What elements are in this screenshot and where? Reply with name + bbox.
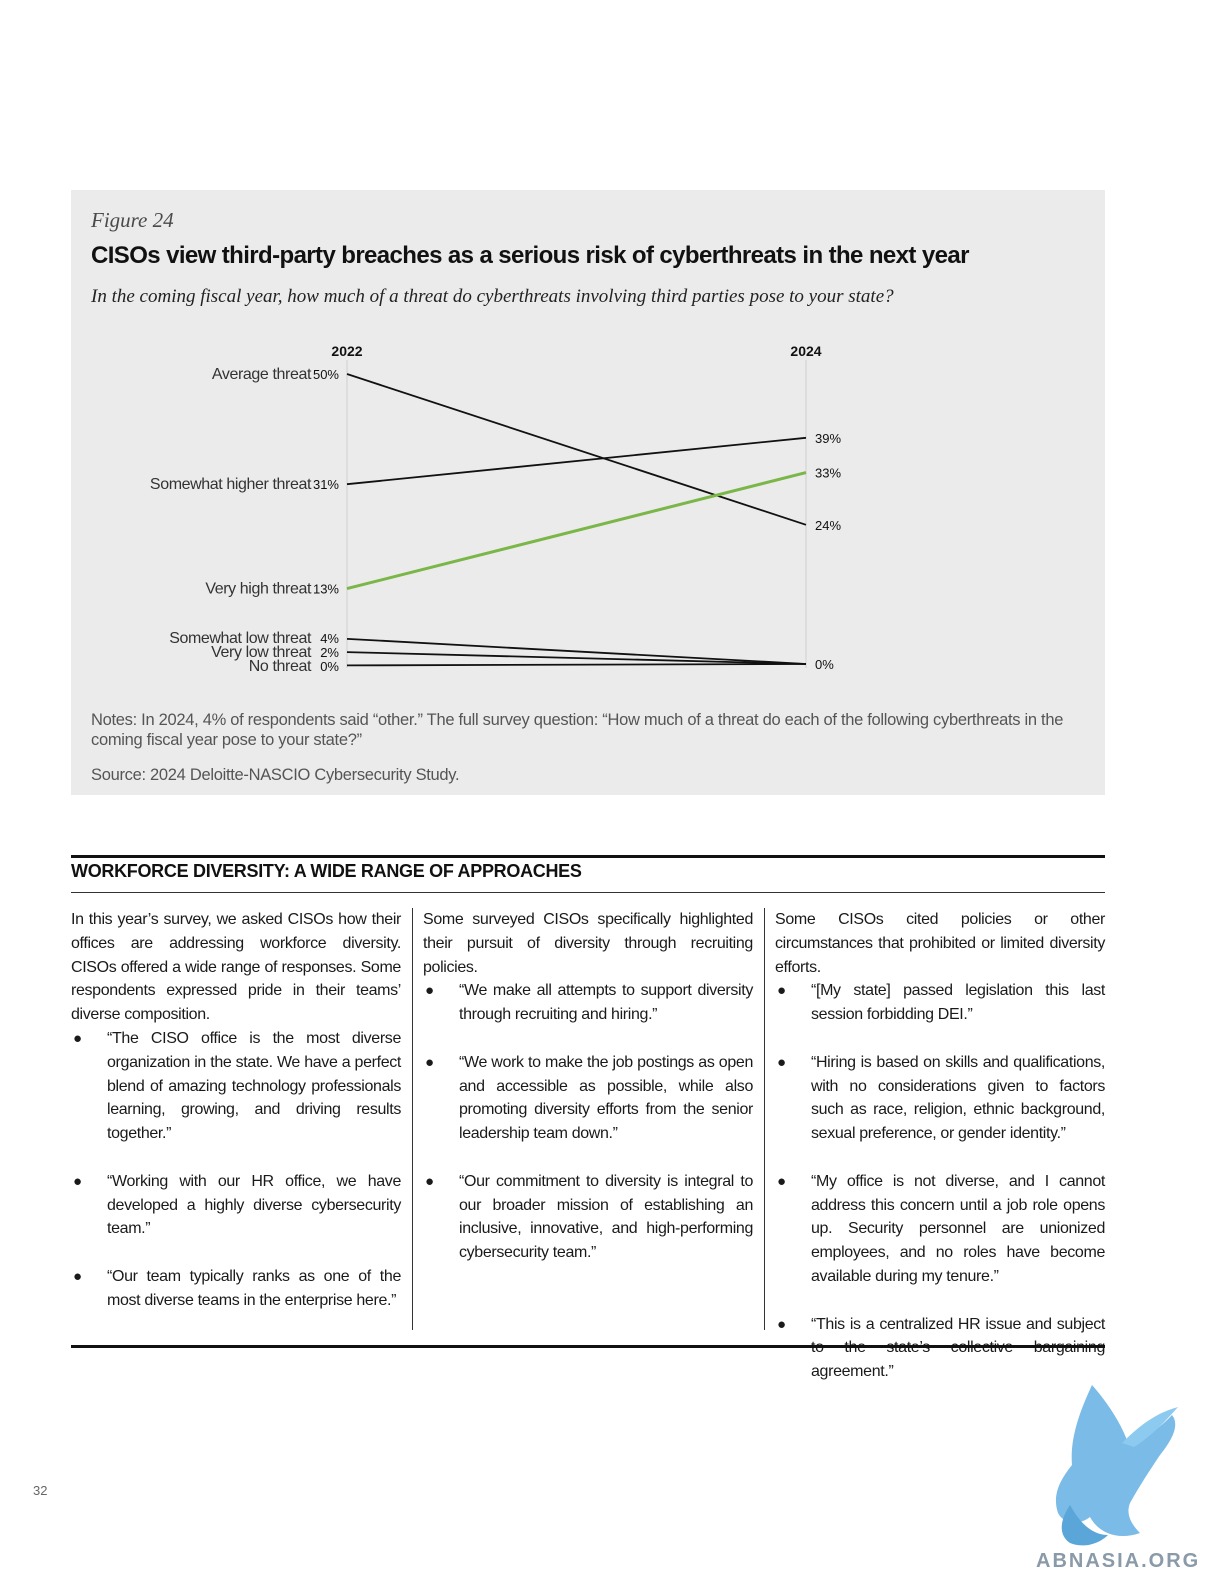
bullet-icon: ● <box>73 1267 82 1285</box>
column-intro: In this year’s survey, we asked CISOs ho… <box>71 911 401 1024</box>
value-label-2022: 2% <box>320 645 339 660</box>
quote-text: “The CISO office is the most diverse org… <box>107 1029 401 1143</box>
series-line-1 <box>346 436 807 486</box>
bullet-icon: ● <box>425 1053 434 1071</box>
bullet-icon: ● <box>425 982 434 1000</box>
bullet-icon: ● <box>777 982 786 1000</box>
figure-question: In the coming fiscal year, how much of a… <box>91 286 894 307</box>
quote-text: “We work to make the job postings as ope… <box>459 1053 753 1143</box>
figure-panel: 2022 2024 Average threat 50% 24% Somewhat hig… <box>71 190 1105 795</box>
series-name-label: Very high threat <box>205 581 312 598</box>
value-label-2022: 0% <box>320 659 339 674</box>
series-line-3 <box>346 637 807 665</box>
series-line-2 <box>346 471 807 591</box>
quote-item: ● “We make all attempts to support divers… <box>423 979 753 1027</box>
year-label-2022: 2022 <box>331 343 362 359</box>
section-top-rule <box>71 855 1105 858</box>
figure-notes: Notes: In 2024, 4% of respondents said “… <box>91 711 1064 749</box>
value-label-2024: 24% <box>815 518 841 533</box>
quote-item: ● “My office is not diverse, and I cannot… <box>775 1170 1105 1289</box>
quote-item: ● “Working with our HR office, we have de… <box>71 1170 401 1241</box>
value-label-2024: 33% <box>815 466 841 481</box>
bullet-icon: ● <box>73 1029 82 1047</box>
quote-text: “Our team typically ranks as one of the … <box>107 1267 401 1309</box>
value-label-2024: 0% <box>815 657 834 672</box>
figure-source: Source: 2024 Deloitte-NASCIO Cybersecuri… <box>91 766 460 784</box>
column-divider <box>412 908 413 1330</box>
quote-text: “My office is not diverse, and I cannot … <box>811 1172 1105 1285</box>
bullet-icon: ● <box>777 1053 786 1071</box>
griffin-logo-icon: ABNASIA.ORG <box>1036 1385 1200 1572</box>
value-label-2022: 31% <box>313 477 339 492</box>
quote-list: ● “We make all attempts to support divers… <box>423 979 753 1265</box>
figure-title: CISOs view third-party breaches as a ser… <box>91 242 969 269</box>
quote-item: ● “This is a centralized HR issue and sub… <box>775 1313 1105 1384</box>
series-name-label: Very low threat <box>211 644 312 661</box>
quote-item: ● “We work to make the job postings as op… <box>423 1051 753 1146</box>
bullet-icon: ● <box>777 1315 786 1333</box>
quote-item: ● “Our commitment to diversity is integra… <box>423 1170 753 1265</box>
quote-item: ● “Hiring is based on skills and qualific… <box>775 1051 1105 1146</box>
quote-text: “We make all attempts to support diversi… <box>459 982 753 1024</box>
quote-text: “Our commitment to diversity is integral… <box>459 1172 753 1262</box>
quote-item: ● “[My state] passed legislation this las… <box>775 979 1105 1027</box>
quote-text: “This is a centralized HR issue and subj… <box>811 1315 1105 1381</box>
quote-text: “[My state] passed legislation this last… <box>811 982 1105 1024</box>
page-number: 32 <box>33 1483 48 1498</box>
value-label-2022: 50% <box>313 367 339 382</box>
column-2: Some surveyed CISOs specifically highlig… <box>423 908 753 1289</box>
series-name-label: No threat <box>249 658 312 675</box>
series-line-4 <box>346 651 807 665</box>
value-label-2024: 39% <box>815 431 841 446</box>
bullet-icon: ● <box>73 1172 82 1190</box>
quote-text: “Working with our HR office, we have dev… <box>107 1172 401 1238</box>
value-label-2022: 13% <box>313 582 339 597</box>
column-intro: Some surveyed CISOs specifically highlig… <box>423 911 753 976</box>
section-heading: WORKFORCE DIVERSITY: A WIDE RANGE OF APP… <box>71 861 582 881</box>
series-name-label: Somewhat low threat <box>169 630 312 647</box>
section-bottom-rule <box>71 1345 1105 1348</box>
figure-label: Figure 24 <box>91 208 174 232</box>
column-3: Some CISOs cited policies or other circu… <box>775 908 1105 1408</box>
quote-list: ● “[My state] passed legislation this las… <box>775 979 1105 1384</box>
year-label-2024: 2024 <box>790 343 821 359</box>
column-1: In this year’s survey, we asked CISOs ho… <box>71 908 401 1336</box>
value-label-2022: 4% <box>320 631 339 646</box>
column-intro: Some CISOs cited policies or other circu… <box>775 911 1105 976</box>
bullet-icon: ● <box>777 1172 786 1190</box>
series-name-label: Average threat <box>212 366 312 383</box>
quote-item: ● “Our team typically ranks as one of the… <box>71 1265 401 1313</box>
bullet-icon: ● <box>425 1172 434 1190</box>
quote-list: ● “The CISO office is the most diverse or… <box>71 1027 401 1313</box>
slope-chart: 2022 2024 Average threat 50% 24% Somewhat hig… <box>150 343 842 675</box>
column-divider <box>764 908 765 1330</box>
section-heading-rule <box>71 892 1105 893</box>
series-line-0 <box>346 373 807 526</box>
quote-text: “Hiring is based on skills and qualifica… <box>811 1053 1105 1143</box>
quote-item: ● “The CISO office is the most diverse or… <box>71 1027 401 1146</box>
logo-text: ABNASIA.ORG <box>1036 1550 1200 1572</box>
series-line-5 <box>346 663 807 667</box>
series-name-label: Somewhat higher threat <box>150 476 312 493</box>
